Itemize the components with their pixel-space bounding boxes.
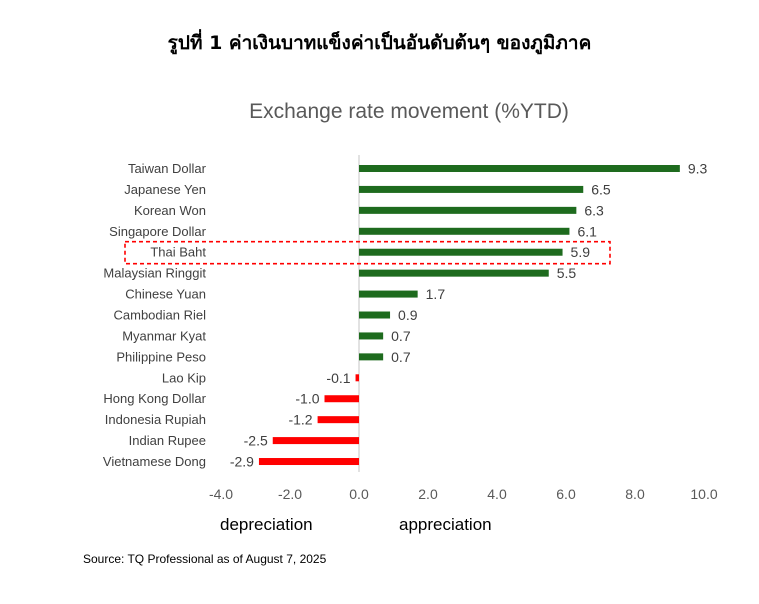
ticks-layer: -4.0 -2.0 0.0 2.0 4.0 6.0 8.0 10.0 [209, 486, 718, 502]
value-label: 0.7 [391, 349, 411, 365]
x-tick-label: 0.0 [349, 486, 369, 502]
bar-philippine-peso [359, 353, 384, 361]
value-label: -0.1 [326, 370, 350, 386]
bar-chinese-yuan [359, 290, 418, 298]
value-label: 5.5 [557, 265, 577, 281]
bar-taiwan-dollar [359, 165, 680, 172]
bar-cambodian-riel [359, 311, 391, 319]
x-tick-label: 2.0 [418, 486, 438, 502]
highlight-box [124, 240, 611, 265]
depreciation-label: depreciation [220, 515, 313, 534]
x-tick-label: 6.0 [556, 486, 576, 502]
value-label: 0.9 [398, 307, 418, 323]
bar-indonesia-rupiah [317, 416, 359, 424]
value-label: -1.0 [295, 391, 319, 407]
bar-thai-baht [359, 248, 563, 256]
bar-japanese-yen [359, 185, 584, 193]
value-label: -2.5 [244, 433, 268, 449]
x-tick-label: 4.0 [487, 486, 507, 502]
bar-korean-won [359, 206, 577, 214]
source-note: Source: TQ Professional as of August 7, … [83, 552, 327, 566]
category-label: Japanese Yen [124, 182, 206, 197]
category-label: Hong Kong Dollar [103, 391, 206, 406]
x-tick-label: 10.0 [690, 486, 717, 502]
bar-lao-kip [355, 374, 359, 382]
category-label: Korean Won [134, 203, 206, 218]
bar-indian-rupee [272, 437, 359, 445]
value-label: -2.9 [230, 454, 254, 470]
category-label: Cambodian Riel [114, 308, 207, 323]
value-label: 5.9 [571, 244, 591, 260]
value-label: 6.5 [591, 181, 611, 197]
chart-title: Exchange rate movement (%YTD) [249, 100, 569, 123]
value-label: 6.1 [577, 223, 597, 239]
category-label: Indian Rupee [129, 433, 206, 448]
bar-malaysian-ringgit [359, 269, 549, 277]
category-label: Myanmar Kyat [122, 328, 206, 343]
x-tick-label: -2.0 [278, 486, 302, 502]
category-label: Malaysian Ringgit [103, 266, 206, 281]
category-label: Lao Kip [162, 370, 206, 385]
x-tick-label: -4.0 [209, 486, 233, 502]
appreciation-label: appreciation [399, 515, 492, 534]
value-label: -1.2 [288, 412, 312, 428]
category-label: Singapore Dollar [109, 224, 207, 239]
value-label: 0.7 [391, 328, 411, 344]
category-label: Indonesia Rupiah [105, 412, 206, 427]
category-label: Chinese Yuan [125, 287, 206, 302]
category-label: Philippine Peso [116, 349, 206, 364]
bar-myanmar-kyat [359, 332, 384, 340]
bar-hong-kong-dollar [324, 395, 359, 403]
x-tick-label: 8.0 [625, 486, 645, 502]
value-label: 9.3 [688, 161, 708, 177]
category-label: Thai Baht [150, 245, 206, 260]
bar-vietnamese-dong [258, 458, 359, 466]
value-label: 1.7 [426, 286, 446, 302]
bars-layer [258, 155, 680, 472]
category-label: Vietnamese Dong [103, 454, 206, 469]
labels-layer: Taiwan Dollar 9.3 Japanese Yen 6.5 Korean Wo… [103, 161, 708, 470]
figure-heading: รูปที่ 1 ค่าเงินบาทแข็งค่าเป็นอันดับต้นๆ… [167, 32, 592, 54]
value-label: 6.3 [584, 202, 604, 218]
category-label: Taiwan Dollar [128, 161, 207, 176]
bar-singapore-dollar [359, 227, 570, 235]
